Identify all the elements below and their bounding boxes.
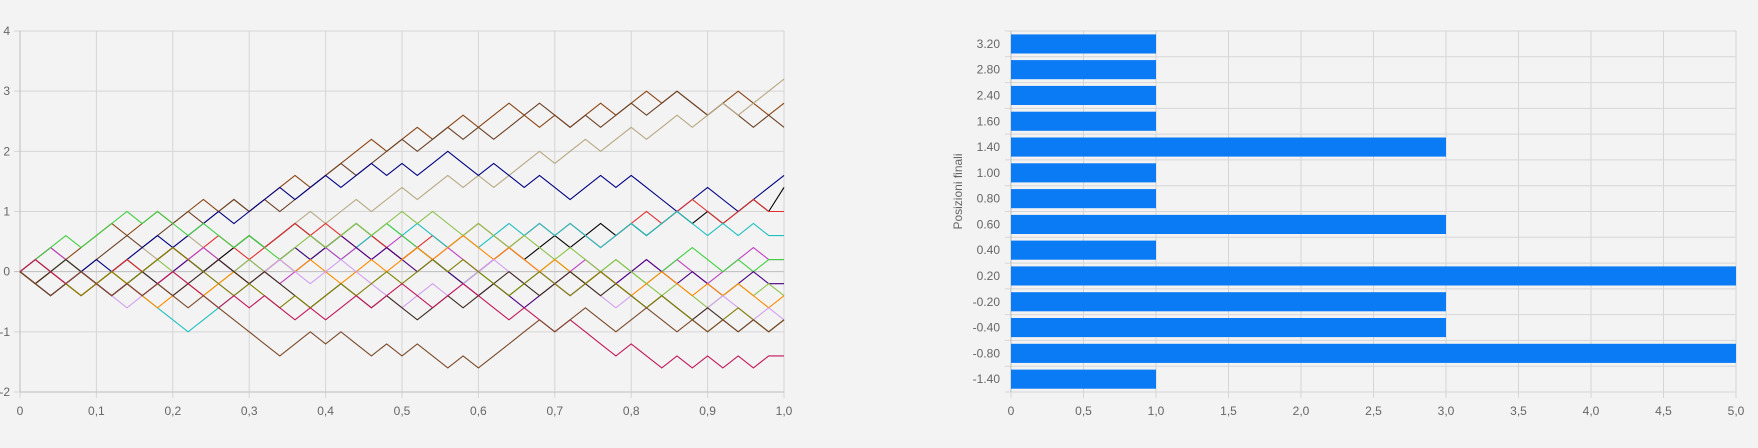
walk-x-tick-label: 0,6 bbox=[470, 404, 487, 418]
hist-bar bbox=[1011, 85, 1156, 105]
hist-bar bbox=[1011, 240, 1156, 260]
hist-x-tick-label: 3,5 bbox=[1510, 404, 1527, 418]
walk-x-tick-label: 1,0 bbox=[776, 404, 793, 418]
walk-series-line-17 bbox=[19, 271, 785, 369]
hist-bars bbox=[1011, 34, 1736, 389]
hist-y-axis-label: Posizioni finali bbox=[951, 153, 965, 229]
hist-y-tick-label: 0.40 bbox=[977, 243, 1001, 257]
hist-bar bbox=[1011, 163, 1156, 183]
walk-series-line-12 bbox=[19, 234, 785, 309]
hist-y-tick-label: 1.40 bbox=[977, 140, 1001, 154]
hist-y-tick-label: 0.20 bbox=[977, 269, 1001, 283]
hist-x-tick-labels: 0 0,5 1,0 1,5 2,0 2,5 3,0 3,5 4,0 4,5 5,0 bbox=[1008, 404, 1745, 418]
walk-y-tick-label: 0 bbox=[3, 265, 10, 279]
walk-x-tick-label: 0,8 bbox=[623, 404, 640, 418]
hist-x-tick-label: 1,0 bbox=[1148, 404, 1165, 418]
hist-x-tick-label: 4,0 bbox=[1583, 404, 1600, 418]
hist-y-tick-labels: 3.20 2.80 2.40 1.60 1.40 1.00 0.80 0.60 0.40 0.20… bbox=[973, 37, 1001, 386]
hist-bar bbox=[1011, 369, 1156, 389]
walk-y-tick-labels: -2 -1 0 1 2 3 4 bbox=[0, 24, 10, 399]
hist-bar bbox=[1011, 34, 1156, 54]
walk-x-tick-label: 0,7 bbox=[546, 404, 563, 418]
walk-y-tick-label: -1 bbox=[0, 325, 10, 339]
walk-y-tick-label: 2 bbox=[3, 144, 10, 158]
walk-x-tick-label: 0,9 bbox=[699, 404, 716, 418]
hist-bar bbox=[1011, 292, 1446, 312]
walk-y-tick-label: 3 bbox=[3, 84, 10, 98]
walk-series-line-3 bbox=[19, 78, 785, 285]
walk-x-tick-label: 0,3 bbox=[241, 404, 258, 418]
hist-bar bbox=[1011, 266, 1736, 286]
hist-y-tick-label: -0.80 bbox=[973, 346, 1001, 360]
walk-x-tick-label: 0,5 bbox=[394, 404, 411, 418]
walk-y-tick-label: 4 bbox=[3, 24, 10, 38]
hist-y-tick-label: -0.40 bbox=[973, 321, 1001, 335]
hist-x-tick-label: 4,5 bbox=[1655, 404, 1672, 418]
walk-series-line-4 bbox=[19, 150, 785, 297]
walk-x-tick-label: 0,2 bbox=[164, 404, 181, 418]
hist-x-tick-label: 0,5 bbox=[1075, 404, 1092, 418]
random-walk-line-chart: 0 0,1 0,2 0,3 0,4 0,5 0,6 0,7 0,8 0,9 1,0 -2 -1 0 1 2 3… bbox=[0, 24, 793, 418]
hist-x-tick-label: 2,0 bbox=[1293, 404, 1310, 418]
walk-x-tick-labels: 0 0,1 0,2 0,3 0,4 0,5 0,6 0,7 0,8 0,9 1,0 bbox=[17, 404, 793, 418]
walk-x-tick-label: 0,4 bbox=[317, 404, 334, 418]
hist-y-tick-label: 0.80 bbox=[977, 192, 1001, 206]
hist-x-tick-label: 3,0 bbox=[1438, 404, 1455, 418]
hist-bar bbox=[1011, 214, 1446, 234]
walk-y-tick-label: 1 bbox=[3, 205, 10, 219]
hist-bar bbox=[1011, 189, 1156, 209]
walk-x-tick-label: 0,1 bbox=[88, 404, 105, 418]
final-positions-bar-chart: 0 0,5 1,0 1,5 2,0 2,5 3,0 3,5 4,0 4,5 5,0 3.20 2.80… bbox=[951, 30, 1745, 418]
hist-y-tick-label: 0.60 bbox=[977, 217, 1001, 231]
hist-x-tick-label: 2,5 bbox=[1365, 404, 1382, 418]
hist-y-tick-label: 2.80 bbox=[977, 63, 1001, 77]
hist-bar bbox=[1011, 137, 1446, 157]
hist-y-tick-label: -1.40 bbox=[973, 372, 1001, 386]
hist-y-tick-label: 1.00 bbox=[977, 166, 1001, 180]
hist-x-tick-label: 1,5 bbox=[1220, 404, 1237, 418]
hist-bar bbox=[1011, 111, 1156, 131]
hist-x-tick-label: 0 bbox=[1008, 404, 1015, 418]
hist-y-tick-label: 3.20 bbox=[977, 37, 1001, 51]
hist-y-tick-label: -0.20 bbox=[973, 295, 1001, 309]
walk-x-tick-label: 0 bbox=[17, 404, 24, 418]
hist-bar bbox=[1011, 343, 1736, 363]
walk-y-tick-label: -2 bbox=[0, 385, 10, 399]
walk-grid bbox=[14, 30, 785, 398]
hist-y-tick-label: 1.60 bbox=[977, 114, 1001, 128]
hist-y-tick-label: 2.40 bbox=[977, 89, 1001, 103]
hist-bar bbox=[1011, 318, 1446, 338]
walk-series-lines bbox=[19, 78, 785, 369]
hist-bar bbox=[1011, 60, 1156, 80]
hist-x-tick-label: 5,0 bbox=[1728, 404, 1745, 418]
